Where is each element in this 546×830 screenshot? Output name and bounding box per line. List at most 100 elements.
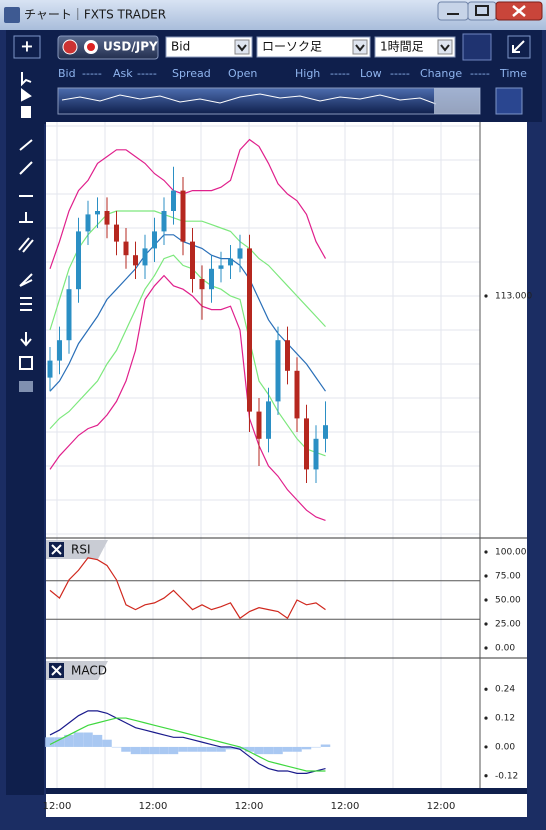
histogram-bar (159, 746, 169, 755)
symbol-box[interactable] (57, 35, 159, 60)
overlay-line (49, 210, 326, 331)
histogram-bar (121, 746, 131, 752)
candle-body (66, 289, 72, 341)
candle-body (218, 265, 224, 269)
panel-close-icon (51, 544, 62, 555)
line-tool[interactable] (19, 161, 33, 175)
dropdown-button (234, 39, 250, 55)
panel-close-icon (51, 665, 62, 676)
select-tool[interactable] (21, 88, 32, 102)
candle-body (123, 241, 129, 256)
histogram-bar (102, 739, 112, 747)
vline-tool[interactable] (19, 212, 33, 223)
quote-field: Change (420, 67, 462, 80)
panel-toggle[interactable] (462, 33, 492, 61)
candle-body (199, 279, 205, 290)
candle-body (152, 231, 157, 249)
y-tick-label: 0.12 (495, 714, 515, 724)
add-icon: + (20, 37, 33, 56)
chart-type-select[interactable] (256, 36, 371, 58)
scrollbar[interactable] (527, 122, 542, 795)
download-tool[interactable] (20, 332, 32, 347)
list-tool[interactable] (19, 356, 33, 370)
histogram-bar (54, 737, 65, 747)
candle-body (76, 231, 81, 290)
quote-field: Ask (113, 67, 133, 80)
candle-body (190, 241, 195, 279)
overlay-line (49, 254, 326, 457)
quote-field: Spread (172, 67, 211, 80)
histogram-bar (130, 746, 141, 755)
quote-field: ----- (330, 67, 350, 80)
tick-mark (484, 716, 488, 720)
quote-field: ----- (137, 67, 157, 80)
tick-mark (484, 774, 488, 778)
dropdown-button (437, 39, 453, 55)
timeframe-select[interactable] (374, 36, 456, 58)
candle-body (133, 255, 138, 266)
histogram-bar (92, 734, 103, 747)
quote-field: Time (499, 67, 527, 80)
add-button[interactable] (13, 35, 41, 59)
candle-body (104, 211, 110, 225)
time-axis (46, 795, 527, 817)
timeframe: 1時間足 (380, 40, 424, 54)
histogram-bar (311, 746, 321, 748)
fib-tool[interactable] (20, 297, 32, 311)
tick-mark (484, 745, 488, 749)
indicator-line (49, 557, 326, 620)
quote-field: Bid (58, 67, 76, 80)
histogram-bar (225, 746, 236, 750)
quote-field: ----- (390, 67, 410, 80)
channel-tool[interactable] (18, 237, 34, 253)
macd-line (49, 710, 326, 774)
minimize-button[interactable] (437, 1, 469, 21)
histogram-bar (83, 732, 93, 747)
quote-field: Low (360, 67, 382, 80)
quote-field: ----- (82, 67, 102, 80)
time-label: 12:00 (331, 801, 360, 812)
histogram-bar (292, 746, 302, 752)
overlay-line (49, 274, 326, 521)
y-tick-label: -0.12 (495, 771, 518, 781)
y-tick-label: 100.00 (495, 548, 527, 558)
overlay-line (49, 234, 326, 392)
pointer-tool[interactable] (21, 72, 32, 87)
histogram-bar (64, 734, 74, 747)
tick-mark (484, 598, 488, 602)
fan-tool[interactable] (19, 273, 33, 287)
candle-body (304, 418, 309, 470)
quote-field: High (295, 67, 320, 80)
candle-body (171, 190, 176, 211)
dropdown-arrow (440, 44, 450, 52)
overlay-line (49, 138, 327, 269)
overview-chart[interactable] (57, 87, 481, 115)
macd-line (49, 717, 326, 772)
histogram-bar (301, 746, 312, 750)
candle-body (114, 224, 119, 242)
panel-title: RSI (71, 543, 91, 557)
quote-bar: Bid ----- Ask ----- Spread Open High ----- Low --… (58, 67, 527, 80)
y-tick-label: 0.24 (495, 685, 515, 695)
tool-icons (18, 72, 34, 392)
price-type: Bid (171, 40, 190, 54)
candle-body (313, 438, 319, 470)
zoom-button[interactable] (495, 87, 523, 115)
histogram-bar (216, 746, 226, 752)
histogram-bar (111, 746, 122, 748)
hand-tool[interactable] (21, 106, 31, 118)
app-icon (4, 7, 20, 23)
time-scrollbar[interactable] (46, 788, 527, 794)
tick-mark (484, 574, 488, 578)
camera-tool[interactable] (19, 381, 33, 392)
candle-body (275, 340, 281, 402)
trend-tool[interactable] (19, 139, 33, 151)
y-tick-label: 0.00 (495, 644, 515, 654)
candle-body (180, 190, 186, 242)
histogram-bar (254, 746, 264, 755)
price-type-select[interactable] (165, 36, 253, 58)
overview-window[interactable] (434, 88, 480, 114)
maximize-button[interactable] (467, 1, 497, 21)
y-tick-label: 113.000 (495, 292, 532, 302)
